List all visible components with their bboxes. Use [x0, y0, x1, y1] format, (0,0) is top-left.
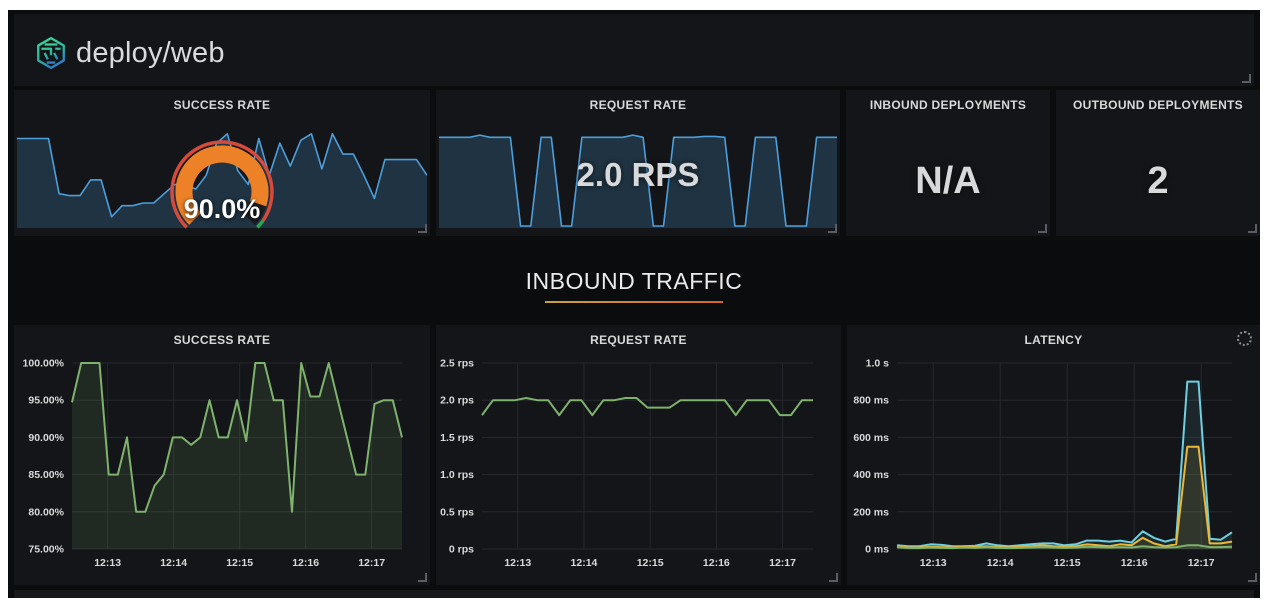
- success-rate-chart[interactable]: 12:13 12:14 12:15 12:16 12:17 100.00% 95.00% 90…: [14, 351, 430, 585]
- resize-handle-icon[interactable]: [828, 224, 837, 233]
- resize-handle-icon[interactable]: [829, 573, 838, 582]
- svg-text:1.0 s: 1.0 s: [866, 358, 890, 370]
- svg-text:12:17: 12:17: [769, 557, 796, 569]
- panel-title-request-rate-chart[interactable]: REQUEST RATE: [590, 333, 687, 347]
- svg-text:12:14: 12:14: [987, 557, 1014, 569]
- svg-text:0.5 rps: 0.5 rps: [440, 506, 474, 518]
- outbound-deployments-value: 2: [1147, 160, 1169, 202]
- section-header: INBOUND TRAFFIC: [8, 268, 1260, 303]
- panel-success-rate-stat: SUCCESS RATE 90.0%: [14, 90, 430, 236]
- svg-text:12:15: 12:15: [1054, 557, 1081, 569]
- svg-text:85.00%: 85.00%: [28, 469, 64, 481]
- gauge-value: 90.0%: [183, 194, 261, 224]
- panel-request-rate-stat: REQUEST RATE 2.0 RPS: [436, 90, 840, 236]
- next-row-panel-partial: [14, 590, 1254, 598]
- svg-text:12:15: 12:15: [226, 557, 253, 569]
- svg-text:12:14: 12:14: [160, 557, 187, 569]
- panel-title-success-rate[interactable]: SUCCESS RATE: [173, 98, 271, 112]
- panel-title-request-rate[interactable]: REQUEST RATE: [589, 98, 687, 112]
- svg-text:12:16: 12:16: [703, 557, 730, 569]
- svg-text:600 ms: 600 ms: [853, 432, 889, 444]
- latency-chart[interactable]: 12:13 12:14 12:15 12:16 12:17 1.0 s 800 ms 600 …: [847, 351, 1260, 585]
- svg-text:12:13: 12:13: [504, 557, 531, 569]
- svg-text:12:17: 12:17: [1188, 557, 1215, 569]
- svg-text:12:16: 12:16: [292, 557, 319, 569]
- svg-text:100.00%: 100.00%: [23, 358, 65, 370]
- panel-request-rate-chart: REQUEST RATE 12:13 12:14 12:15 12:16 12:17 2.…: [436, 325, 841, 585]
- resize-handle-icon[interactable]: [1248, 573, 1257, 582]
- svg-text:12:16: 12:16: [1121, 557, 1148, 569]
- resize-handle-icon[interactable]: [418, 224, 427, 233]
- panel-title-inbound-deployments[interactable]: INBOUND DEPLOYMENTS: [869, 98, 1027, 112]
- dashboard: deploy/web SUCCESS RATE 90.0% REQUEST RA…: [8, 10, 1260, 598]
- request-rate-chart[interactable]: 12:13 12:14 12:15 12:16 12:17 2.5 rps 2.0 rps 1…: [436, 351, 841, 585]
- svg-text:12:17: 12:17: [358, 557, 385, 569]
- request-rate-value: 2.0 RPS: [576, 156, 700, 193]
- success-rate-gauge: 90.0%: [164, 136, 280, 250]
- panel-title-success-rate-chart[interactable]: SUCCESS RATE: [173, 333, 271, 347]
- svg-text:12:15: 12:15: [637, 557, 664, 569]
- panel-title-outbound-deployments[interactable]: OUTBOUND DEPLOYMENTS: [1072, 98, 1243, 112]
- svg-text:400 ms: 400 ms: [853, 469, 889, 481]
- section-title: INBOUND TRAFFIC: [525, 268, 743, 294]
- svg-text:0 rps: 0 rps: [449, 544, 474, 556]
- inbound-deployments-value: N/A: [915, 160, 981, 202]
- deploy-logo-icon: [37, 36, 65, 70]
- svg-text:75.00%: 75.00%: [28, 544, 64, 556]
- panel-latency-chart: LATENCY 12:13 12:14 12:15 12:16 12:17 1.0 s 80…: [847, 325, 1260, 585]
- svg-text:95.00%: 95.00%: [28, 395, 64, 407]
- svg-text:12:14: 12:14: [571, 557, 598, 569]
- panel-outbound-deployments: OUTBOUND DEPLOYMENTS 2: [1056, 90, 1260, 236]
- svg-text:2.0 rps: 2.0 rps: [440, 395, 474, 407]
- svg-text:90.00%: 90.00%: [28, 432, 64, 444]
- request-rate-sparkline[interactable]: [439, 130, 837, 228]
- dashboard-header: deploy/web: [34, 36, 225, 70]
- svg-text:80.00%: 80.00%: [28, 506, 64, 518]
- svg-text:1.0 rps: 1.0 rps: [440, 469, 474, 481]
- svg-text:200 ms: 200 ms: [853, 506, 889, 518]
- resize-handle-icon[interactable]: [1242, 74, 1251, 83]
- resize-handle-icon[interactable]: [1038, 224, 1047, 233]
- section-underline: [545, 301, 723, 303]
- svg-text:800 ms: 800 ms: [853, 395, 889, 407]
- svg-text:1.5 rps: 1.5 rps: [440, 432, 474, 444]
- svg-text:12:13: 12:13: [94, 557, 121, 569]
- success-rate-sparkline[interactable]: [17, 130, 428, 228]
- resize-handle-icon[interactable]: [1248, 224, 1257, 233]
- svg-text:2.5 rps: 2.5 rps: [440, 358, 474, 370]
- svg-text:12:13: 12:13: [920, 557, 947, 569]
- panel-success-rate-chart: SUCCESS RATE 12:13 12:14 12:15 12:16 12:17 10…: [14, 325, 430, 585]
- panel-title-latency-chart[interactable]: LATENCY: [1024, 333, 1083, 347]
- panel-inbound-deployments: INBOUND DEPLOYMENTS N/A: [846, 90, 1050, 236]
- loading-spinner-icon: [1237, 331, 1252, 346]
- header-panel: deploy/web: [14, 14, 1254, 86]
- resize-handle-icon[interactable]: [418, 573, 427, 582]
- dashboard-title: deploy/web: [76, 36, 225, 69]
- svg-text:0 ms: 0 ms: [865, 544, 889, 556]
